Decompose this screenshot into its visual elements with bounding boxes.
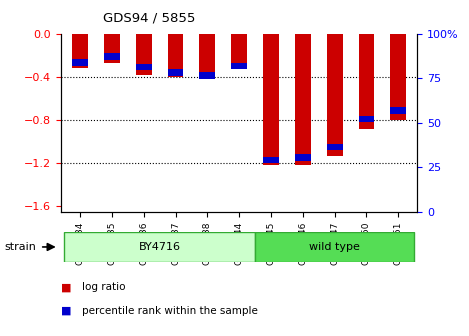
Bar xyxy=(295,154,311,161)
Bar xyxy=(263,157,279,163)
Bar xyxy=(358,34,374,129)
Text: percentile rank within the sample: percentile rank within the sample xyxy=(82,306,258,316)
Text: GDS94 / 5855: GDS94 / 5855 xyxy=(103,12,196,25)
Bar xyxy=(327,34,343,156)
Text: ■: ■ xyxy=(61,282,71,292)
Bar xyxy=(199,72,215,79)
Text: wild type: wild type xyxy=(309,242,360,252)
Text: BY4716: BY4716 xyxy=(139,242,181,252)
Bar xyxy=(327,144,343,150)
Bar xyxy=(104,34,120,63)
Bar xyxy=(167,69,183,76)
Bar xyxy=(136,64,151,70)
Bar xyxy=(390,34,406,120)
Text: ■: ■ xyxy=(61,306,71,316)
Bar xyxy=(231,63,247,69)
Bar xyxy=(390,107,406,114)
Bar xyxy=(231,34,247,69)
Text: log ratio: log ratio xyxy=(82,282,126,292)
Bar xyxy=(167,34,183,77)
Bar xyxy=(136,34,151,75)
Bar xyxy=(295,34,311,165)
Bar xyxy=(255,232,414,262)
Bar xyxy=(199,34,215,79)
Bar xyxy=(72,34,88,68)
Text: strain: strain xyxy=(5,242,37,252)
Bar xyxy=(72,59,88,66)
Bar xyxy=(104,53,120,59)
Bar xyxy=(64,232,255,262)
Bar xyxy=(358,116,374,122)
Bar xyxy=(263,34,279,165)
